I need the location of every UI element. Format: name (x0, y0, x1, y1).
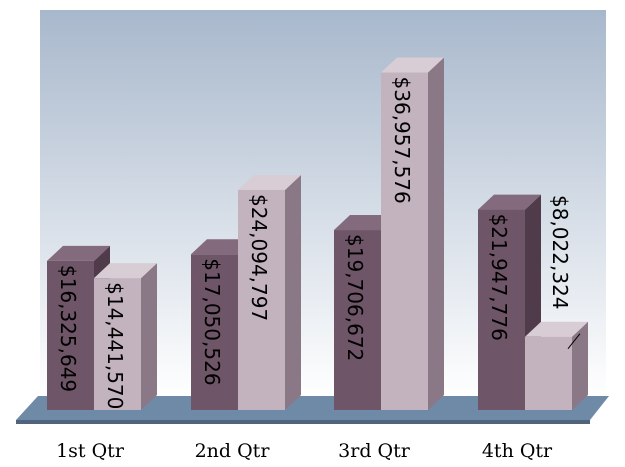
bar-top (94, 263, 157, 279)
category-label: 4th Qtr (482, 440, 553, 462)
bar-top (525, 321, 588, 337)
bar-top (381, 57, 444, 73)
bar-side (572, 321, 588, 410)
bar-front (478, 209, 525, 410)
bar-front (381, 72, 428, 410)
bar-front (47, 260, 94, 410)
bar-front (238, 189, 285, 410)
data-label: $14,441,570 (103, 282, 127, 409)
data-label: $8,022,324 (548, 195, 572, 310)
bar-side (285, 174, 301, 410)
bar-series2-1 (94, 263, 157, 410)
bar-side (141, 263, 157, 410)
data-label: $19,706,672 (343, 234, 367, 361)
bar-top (478, 194, 541, 210)
bar-front (525, 336, 572, 410)
data-label: $16,325,649 (56, 265, 80, 392)
bar-top (47, 245, 110, 261)
bar-front (191, 254, 238, 410)
chart-back-wall (40, 10, 606, 398)
bar-top (238, 174, 301, 190)
data-label: $36,957,576 (390, 77, 414, 204)
bar-side (428, 57, 444, 410)
category-label: 2nd Qtr (195, 440, 271, 462)
chart-floor (16, 396, 609, 420)
bar-front (94, 278, 141, 410)
data-label: $17,050,526 (200, 258, 224, 385)
bar-series2-3 (381, 57, 444, 410)
chart-floor-edge (16, 420, 590, 424)
data-label: $24,094,797 (247, 194, 271, 321)
bar-front (334, 230, 381, 410)
bar-series2-4 (525, 321, 588, 410)
leader-line (567, 333, 581, 350)
data-label: $21,947,776 (487, 214, 511, 341)
data-labels-group: $16,325,649 $14,441,570 $17,050,526 $24,094… (56, 77, 581, 409)
category-label: 1st Qtr (56, 440, 125, 462)
category-label: 3rd Qtr (338, 440, 411, 462)
bar-series2-2 (238, 174, 301, 410)
category-labels-group: 1st Qtr 2nd Qtr 3rd Qtr 4th Qtr (56, 440, 553, 462)
bars-group (47, 57, 588, 410)
